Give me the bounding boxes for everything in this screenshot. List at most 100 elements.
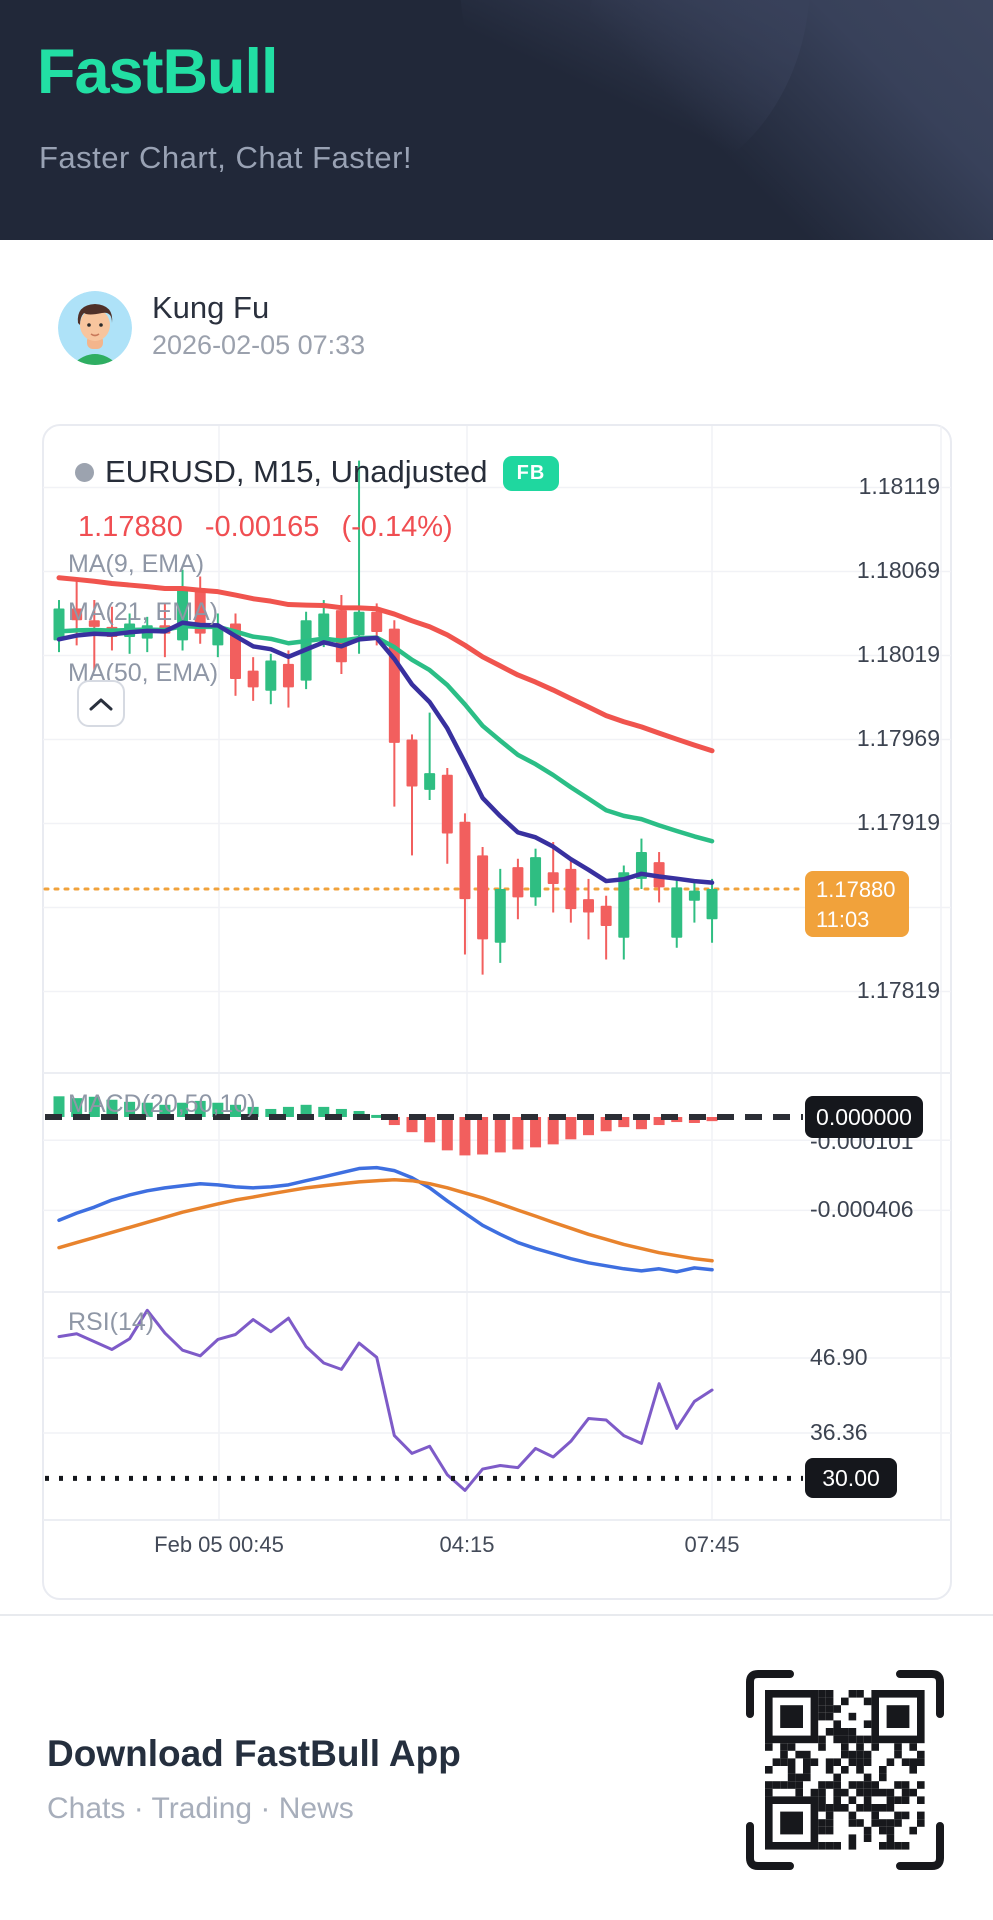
macd-hist-bar (583, 1117, 594, 1136)
candle-body (71, 608, 83, 621)
app-features-subtitle: Chats · Trading · News (47, 1792, 354, 1825)
macd-hist-bar (335, 1108, 347, 1117)
candle-body (565, 868, 577, 910)
app-header: FastBull Faster Chart, Chat Faster! (0, 0, 993, 240)
symbol-dot-icon (75, 463, 94, 482)
price-tick-label: 1.17969 (856, 725, 940, 752)
macd-hist-bar (106, 1099, 118, 1117)
macd-hist-bar (282, 1106, 294, 1117)
header-tagline: Faster Chart, Chat Faster! (39, 140, 413, 175)
fb-provider-badge: FB (503, 456, 559, 491)
candle-body (583, 899, 594, 913)
avatar (58, 291, 132, 365)
macd-hist-bar (388, 1117, 400, 1126)
rsi-label: RSI(14) (68, 1308, 155, 1336)
macd-signal-line (57, 1178, 714, 1263)
candle-body (459, 821, 471, 900)
fastbull-logo: FastBull (37, 37, 279, 107)
candle-body (406, 739, 418, 787)
last-price-badge-value: 1.17880 (816, 877, 896, 902)
macd-tick-label: -0.000406 (810, 1196, 914, 1223)
price-tick-label: 1.18069 (856, 557, 940, 584)
macd-hist-bar (177, 1102, 189, 1117)
candle-body (335, 610, 347, 663)
candle-body (441, 774, 453, 834)
macd-zero-badge: 0.000000 (805, 1096, 923, 1138)
candle-body (282, 663, 294, 688)
macd-hist-bar (265, 1108, 277, 1117)
post-timestamp: 2026-02-05 07:33 (152, 330, 366, 360)
price-tick-label: 1.18119 (858, 473, 940, 500)
macd-hist-bar (477, 1117, 489, 1155)
macd-hist-bar (547, 1117, 559, 1145)
candle-body (600, 905, 612, 926)
macd-hist-bar (124, 1101, 136, 1117)
macd-hist-bar (141, 1102, 153, 1117)
macd-hist-bar (88, 1096, 100, 1117)
candle-body (371, 611, 383, 632)
macd-hist-bar (300, 1104, 312, 1117)
macd-hist-bar (194, 1100, 206, 1117)
ma50-line (56, 575, 715, 754)
candle-body (424, 773, 436, 790)
macd-hist-bar (653, 1117, 665, 1126)
avatar-illustration (58, 291, 132, 365)
candle-body (688, 890, 700, 901)
macd-hist-bar (230, 1104, 241, 1117)
candle-body (212, 626, 224, 646)
price-tick-label: 1.18019 (856, 641, 940, 668)
ma9-line (56, 620, 715, 885)
chevron-up-icon (89, 698, 113, 710)
download-app-title: Download FastBull App (47, 1733, 461, 1774)
qr-code (742, 1666, 948, 1874)
price-change-pct: (-0.14%) (341, 511, 453, 543)
price-tick-label: 1.17819 (856, 977, 940, 1004)
rsi-tick-label: 36.36 (810, 1419, 868, 1446)
expand-legend-button[interactable] (77, 680, 125, 727)
ma-label: MA(21, EMA) (68, 598, 219, 626)
macd-hist-bar (159, 1104, 171, 1117)
time-tick-label: Feb 05 00:45 (154, 1532, 284, 1557)
macd-hist-bar (247, 1106, 259, 1117)
macd-hist-bar (600, 1117, 612, 1132)
rsi-oversold-badge: 30.00 (805, 1458, 897, 1498)
macd-hist-bar (618, 1117, 630, 1128)
ma-label: MA(9, EMA) (68, 550, 205, 578)
rsi-line (57, 1308, 714, 1492)
price-tick-label: 1.17919 (856, 809, 940, 836)
candle-body (706, 889, 718, 920)
last-price-badge-time: 11:03 (816, 907, 870, 932)
macd-hist-bar (512, 1117, 524, 1150)
chart-symbol-title: EURUSD, M15, Unadjusted (105, 454, 488, 489)
candle-body (88, 620, 100, 627)
trading-chart (43, 426, 951, 1521)
last-price: 1.17880 (78, 511, 183, 543)
candle-body (247, 670, 259, 688)
macd-hist-bar (71, 1098, 83, 1117)
macd-hist-bar (441, 1117, 453, 1151)
macd-hist-bar (424, 1117, 436, 1143)
chart-card (42, 424, 952, 1600)
candle-body (671, 887, 683, 938)
candle-body (530, 857, 542, 898)
macd-hist-bar (565, 1117, 577, 1140)
macd-hist-bar (494, 1117, 506, 1153)
macd-hist-bar (530, 1117, 542, 1148)
macd-hist-bar (635, 1117, 647, 1130)
candle-body (494, 889, 506, 943)
rsi-tick-label: 46.90 (810, 1344, 868, 1370)
candle-body (194, 588, 206, 634)
price-change: -0.00165 (204, 511, 320, 543)
user-name: Kung Fu (152, 290, 270, 325)
macd-line (57, 1165, 714, 1274)
macd-label: MACD(20,50,10) (68, 1090, 256, 1118)
candle-body (353, 611, 365, 636)
footer-divider (0, 1614, 993, 1616)
candle-body (618, 872, 630, 938)
candle-body (318, 613, 330, 637)
candle-body (477, 855, 489, 940)
candle-body (547, 872, 559, 884)
macd-hist-bar (706, 1117, 718, 1122)
header-decor-crescent (585, 0, 993, 240)
